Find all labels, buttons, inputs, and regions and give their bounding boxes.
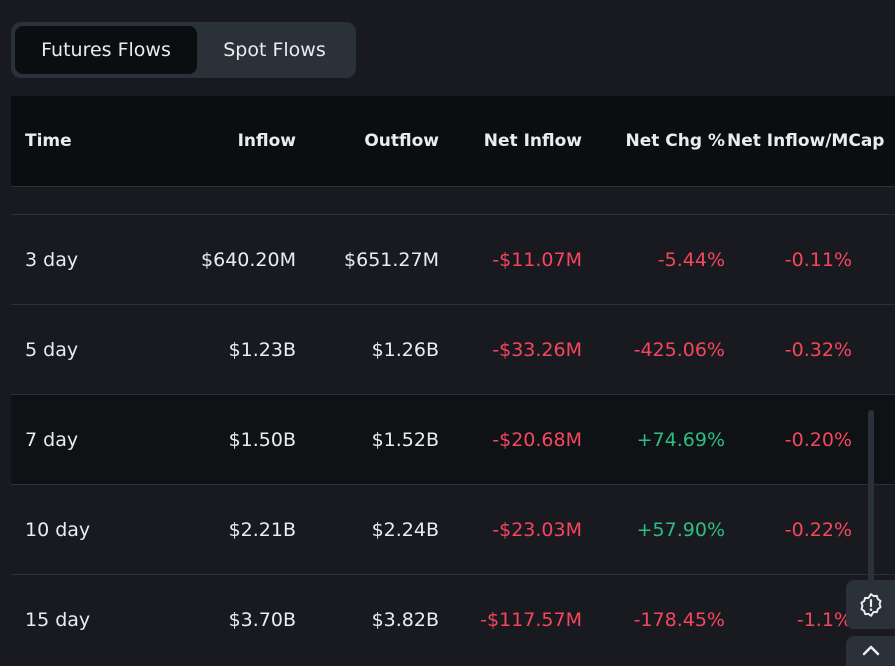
cell-net-inflow: -$33.26M bbox=[492, 338, 582, 361]
feedback-button[interactable] bbox=[846, 580, 895, 629]
cell-net-chg: +74.69% bbox=[636, 428, 725, 451]
cell-time: 3 day bbox=[25, 248, 79, 271]
cell-inflow: $2.21B bbox=[228, 518, 296, 541]
tab-futures-flows[interactable]: Futures Flows bbox=[15, 26, 197, 74]
table-divider bbox=[11, 187, 895, 215]
cell-net-inflow: -$117.57M bbox=[480, 608, 582, 631]
cell-net-inflow: -$11.07M bbox=[492, 248, 582, 271]
cell-net-chg: -5.44% bbox=[657, 248, 725, 271]
cell-net-inflow-mcap: -0.11% bbox=[784, 248, 852, 271]
table-row: 10 day $2.21B $2.24B -$23.03M +57.90% -0.22% bbox=[11, 485, 895, 575]
chevron-up-icon bbox=[862, 645, 879, 656]
column-header-time: Time bbox=[25, 131, 72, 151]
cell-inflow: $1.23B bbox=[228, 338, 296, 361]
cell-time: 15 day bbox=[25, 608, 91, 631]
column-header-outflow: Outflow bbox=[364, 131, 439, 151]
cell-net-chg: +57.90% bbox=[636, 518, 725, 541]
cell-net-inflow-mcap: -0.32% bbox=[784, 338, 852, 361]
cell-net-chg: -178.45% bbox=[633, 608, 725, 631]
cell-net-chg: -425.06% bbox=[633, 338, 725, 361]
scroll-top-button[interactable] bbox=[846, 636, 895, 666]
tab-spot-flows[interactable]: Spot Flows bbox=[223, 39, 326, 61]
cell-outflow: $651.27M bbox=[344, 248, 439, 271]
cell-outflow: $3.82B bbox=[371, 608, 439, 631]
scrollbar-thumb[interactable] bbox=[868, 410, 874, 610]
cell-time: 10 day bbox=[25, 518, 91, 541]
column-header-net-chg: Net Chg % bbox=[625, 131, 725, 151]
table-row: 3 day $640.20M $651.27M -$11.07M -5.44% -0.11… bbox=[11, 215, 895, 305]
column-header-inflow: Inflow bbox=[237, 131, 296, 151]
cell-net-inflow: -$20.68M bbox=[492, 428, 582, 451]
cell-net-inflow: -$23.03M bbox=[492, 518, 582, 541]
flows-table: Time Inflow Outflow Net Inflow Net Chg %… bbox=[11, 96, 895, 663]
cell-inflow: $640.20M bbox=[201, 248, 296, 271]
table-row: 5 day $1.23B $1.26B -$33.26M -425.06% -0.32% bbox=[11, 305, 895, 395]
table-header: Time Inflow Outflow Net Inflow Net Chg %… bbox=[11, 96, 895, 187]
cell-outflow: $1.52B bbox=[371, 428, 439, 451]
cell-net-inflow-mcap: -0.20% bbox=[784, 428, 852, 451]
cell-outflow: $2.24B bbox=[371, 518, 439, 541]
cell-inflow: $3.70B bbox=[228, 608, 296, 631]
alert-badge-icon bbox=[859, 592, 882, 617]
flow-type-tabs: Futures Flows Spot Flows bbox=[11, 22, 356, 78]
table-row: 15 day $3.70B $3.82B -$117.57M -178.45% -1.1% bbox=[11, 575, 895, 663]
cell-net-inflow-mcap: -0.22% bbox=[784, 518, 852, 541]
cell-outflow: $1.26B bbox=[371, 338, 439, 361]
cell-inflow: $1.50B bbox=[228, 428, 296, 451]
column-header-net-inflow-mcap: Net Inflow/MCap bbox=[727, 131, 885, 151]
table-body: 3 day $640.20M $651.27M -$11.07M -5.44% -0.11… bbox=[11, 215, 895, 663]
table-row: 7 day $1.50B $1.52B -$20.68M +74.69% -0.20% bbox=[11, 395, 895, 485]
cell-time: 5 day bbox=[25, 338, 79, 361]
column-header-net-inflow: Net Inflow bbox=[483, 131, 582, 151]
cell-net-inflow-mcap: -1.1% bbox=[796, 608, 852, 631]
cell-time: 7 day bbox=[25, 428, 79, 451]
